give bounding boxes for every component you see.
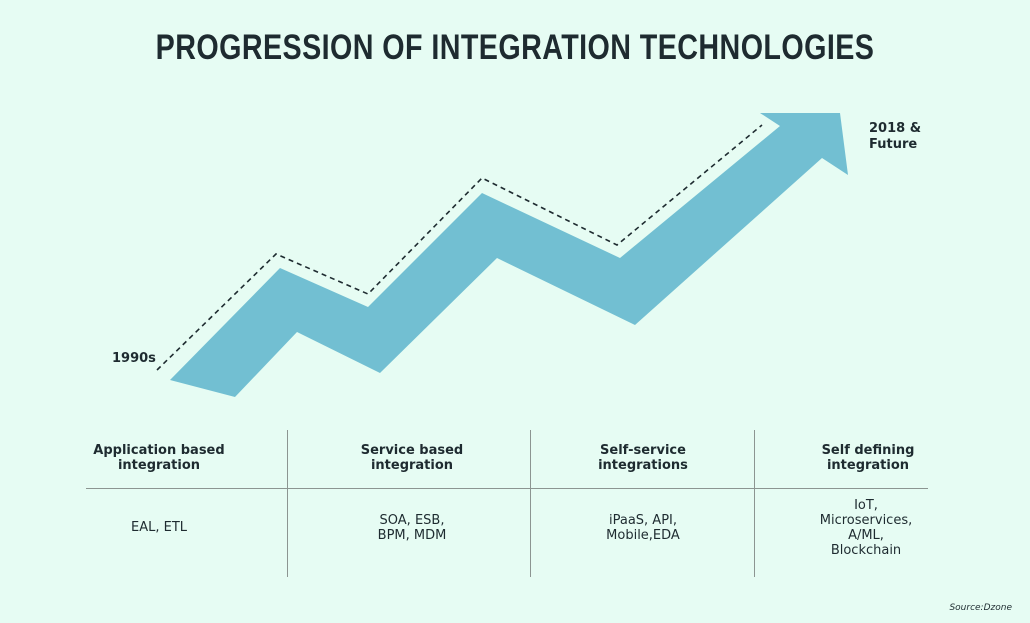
column-3-heading: Self-service integrations xyxy=(598,443,688,473)
column-4-items: IoT, Microservices, A/ML, Blockchain xyxy=(819,498,913,558)
column-3-items: iPaaS, API, Mobile,EDA xyxy=(606,513,680,543)
end-label: 2018 & Future xyxy=(869,121,922,152)
column-divider xyxy=(530,430,531,577)
column-2-items: SOA, ESB, BPM, MDM xyxy=(377,513,447,543)
page-title: PROGRESSION OF INTEGRATION TECHNOLOGIES xyxy=(155,28,875,67)
start-label: 1990s xyxy=(112,351,156,366)
column-1-items: EAL, ETL xyxy=(130,520,187,535)
table-header-divider xyxy=(86,488,928,489)
column-1-heading: Application based integration xyxy=(93,443,225,473)
dashed-trend-line xyxy=(156,124,763,371)
column-divider xyxy=(287,430,288,577)
zigzag-arrow xyxy=(170,113,848,397)
column-divider xyxy=(754,430,755,577)
source-note: Source:Dzone xyxy=(949,603,1012,613)
column-4-heading: Self defining integration xyxy=(821,443,915,473)
column-2-heading: Service based integration xyxy=(360,443,464,473)
